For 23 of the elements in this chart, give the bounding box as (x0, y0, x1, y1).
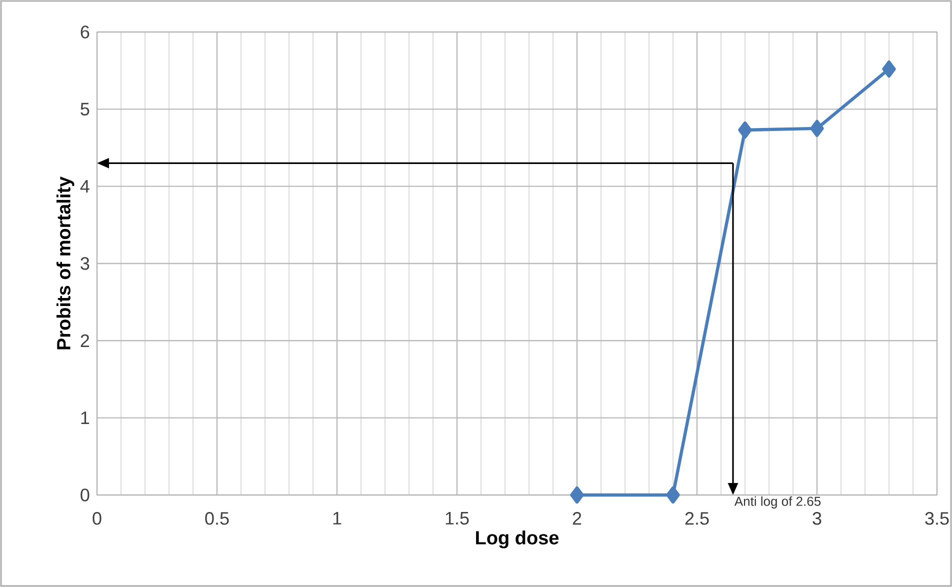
x-tick-label: 3 (812, 512, 822, 525)
x-tick-label: 0.5 (205, 512, 229, 525)
point (810, 120, 824, 138)
point (738, 121, 752, 139)
y-tick-label: 5 (80, 102, 90, 116)
x-tick-label: 0 (92, 512, 102, 525)
y-tick-label: 2 (80, 334, 90, 347)
x-tick-label: 3.5 (925, 512, 949, 525)
x-tick-label: 1 (333, 512, 342, 524)
annotation: Anti log of 2.65 (734, 496, 821, 509)
x-tick-label: 2 (572, 512, 582, 525)
point (666, 486, 680, 504)
y-tick-label: 4 (80, 180, 90, 193)
y-tick-label: 0 (80, 488, 90, 502)
x-tick-label: 2.5 (685, 512, 709, 525)
y-axis-title: Probits of mortality (56, 176, 74, 350)
y-tick-label: 3 (80, 257, 90, 270)
x-tick-label: 1.5 (446, 512, 469, 525)
y-tick-label: 1 (81, 412, 90, 424)
point (882, 60, 896, 78)
y-tick-label: 6 (80, 26, 90, 38)
x-axis-title: Log dose (476, 530, 559, 548)
point (570, 486, 584, 504)
